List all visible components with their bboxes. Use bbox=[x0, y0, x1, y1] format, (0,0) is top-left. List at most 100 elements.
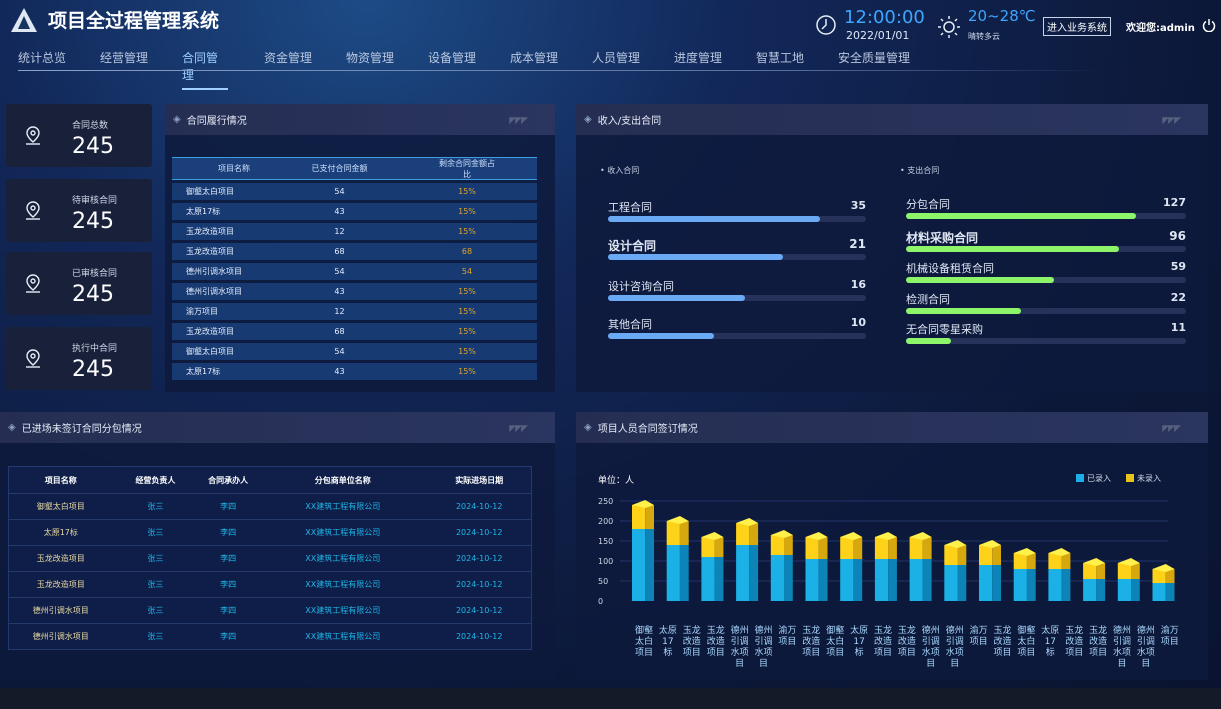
y-tick-label: 150 bbox=[598, 537, 613, 546]
bar-top bbox=[770, 530, 793, 538]
x-tick-label: 御壑太白项目 bbox=[635, 624, 653, 658]
bar-entered[interactable] bbox=[632, 529, 646, 601]
power-icon[interactable] bbox=[1202, 18, 1216, 32]
bar-not-entered[interactable] bbox=[979, 545, 993, 565]
table-row[interactable]: 玉龙改造项目 张三 李四 XX建筑工程有限公司 2024-10-12 bbox=[9, 545, 531, 571]
bar-not-entered-side bbox=[1061, 553, 1071, 569]
progress-track bbox=[906, 308, 1186, 314]
table-cell: 御壑太白项目 bbox=[186, 187, 234, 196]
bar-top bbox=[944, 540, 967, 548]
bar-entered-side bbox=[922, 559, 932, 601]
nav-item[interactable]: 资金管理 bbox=[264, 51, 313, 65]
bar-entered-side bbox=[853, 559, 863, 601]
nav-item[interactable]: 人员管理 bbox=[592, 51, 641, 65]
nav-item[interactable]: 设备管理 bbox=[428, 51, 477, 65]
table-row[interactable]: 玉龙改造项目 68 15% bbox=[172, 323, 537, 340]
table-cell: 15% bbox=[458, 207, 476, 216]
bar-not-entered[interactable] bbox=[909, 537, 923, 559]
table-row[interactable]: 玉龙改造项目 68 68 bbox=[172, 243, 537, 260]
nav-item[interactable]: 经营管理 bbox=[100, 51, 149, 65]
bar-entered-side bbox=[679, 545, 689, 601]
bar-entered[interactable] bbox=[666, 545, 680, 601]
table-row[interactable]: 太原17标 43 15% bbox=[172, 363, 537, 380]
bar-not-entered[interactable] bbox=[1083, 563, 1097, 579]
nav-item[interactable]: 进度管理 bbox=[674, 51, 723, 65]
app-title: 项目全过程管理系统 bbox=[10, 6, 219, 33]
bar-not-entered[interactable] bbox=[632, 505, 646, 529]
x-tick-label: 玉龙改造项目 bbox=[898, 624, 916, 658]
bar-entered[interactable] bbox=[770, 555, 784, 601]
bar-entered[interactable] bbox=[736, 545, 750, 601]
table-row[interactable]: 德州引调水项目 张三 李四 XX建筑工程有限公司 2024-10-12 bbox=[9, 597, 531, 623]
bar-not-entered-side bbox=[888, 537, 897, 559]
bar-entered[interactable] bbox=[979, 565, 993, 601]
bar-not-entered[interactable] bbox=[840, 537, 854, 559]
legend-label[interactable]: 未录入 bbox=[1137, 473, 1161, 483]
x-tick-label: 渝万项目 bbox=[778, 624, 796, 647]
table-row[interactable]: 御壑太白项目 54 15% bbox=[172, 343, 537, 360]
table-row[interactable]: 德州引调水项目 43 15% bbox=[172, 283, 537, 300]
table-row[interactable]: 德州引调水项目 张三 李四 XX建筑工程有限公司 2024-10-12 bbox=[9, 623, 531, 649]
bar-not-entered[interactable] bbox=[770, 535, 784, 555]
bar-not-entered[interactable] bbox=[701, 537, 715, 557]
bar-not-entered[interactable] bbox=[944, 545, 958, 565]
bar-value: 35 bbox=[850, 199, 866, 212]
x-tick-label: 德州引调水项目 bbox=[1137, 624, 1155, 669]
bar-not-entered[interactable] bbox=[805, 537, 819, 559]
bar-not-entered[interactable] bbox=[736, 523, 750, 545]
table-cell: 12 bbox=[334, 307, 345, 316]
bar-entered[interactable] bbox=[1013, 569, 1027, 601]
clock-icon bbox=[816, 15, 836, 35]
bar-not-entered[interactable] bbox=[666, 521, 680, 545]
bar-entered[interactable] bbox=[874, 559, 889, 601]
progress-track bbox=[608, 216, 866, 222]
y-tick-label: 0 bbox=[598, 597, 603, 606]
table-cell: 御壑太白项目 bbox=[36, 502, 85, 511]
bar-entered[interactable] bbox=[1117, 579, 1131, 601]
bar-entered[interactable] bbox=[944, 565, 958, 601]
bar-top bbox=[805, 532, 828, 540]
table-cell: 德州引调水项目 bbox=[186, 287, 242, 296]
table-row[interactable]: 御壑太白项目 张三 李四 XX建筑工程有限公司 2024-10-12 bbox=[9, 493, 531, 519]
stat-card: 待审核合同 245 bbox=[6, 179, 152, 242]
nav-item[interactable]: 安全质量管理 bbox=[838, 51, 911, 65]
table-row[interactable]: 渝万项目 12 15% bbox=[172, 303, 537, 320]
bar-not-entered[interactable] bbox=[1117, 563, 1131, 579]
table-row[interactable]: 御壑太白项目 54 15% bbox=[172, 183, 537, 200]
bar-not-entered[interactable] bbox=[1048, 553, 1062, 569]
bar-not-entered-side bbox=[679, 521, 689, 545]
nav-item[interactable]: 统计总览 bbox=[18, 51, 67, 65]
location-pin-icon bbox=[26, 201, 40, 220]
nav-item[interactable]: 智慧工地 bbox=[756, 51, 805, 65]
enter-business-system-button[interactable]: 进入业务系统 bbox=[1043, 17, 1111, 36]
bar-entered[interactable] bbox=[909, 559, 923, 601]
bar-not-entered[interactable] bbox=[1152, 569, 1166, 583]
bar-entered[interactable] bbox=[805, 559, 819, 601]
bar-entered-side bbox=[957, 565, 967, 601]
table-cell: XX建筑工程有限公司 bbox=[305, 632, 381, 641]
nav-item[interactable]: 合同管理 bbox=[182, 49, 228, 90]
bottom-bar bbox=[0, 688, 1221, 709]
nav-item[interactable]: 物资管理 bbox=[346, 51, 395, 65]
bar-not-entered-side bbox=[749, 523, 759, 545]
bar-entered[interactable] bbox=[1152, 583, 1166, 601]
bar-entered[interactable] bbox=[840, 559, 854, 601]
table-row[interactable]: 德州引调水项目 54 54 bbox=[172, 263, 537, 280]
bar-entered[interactable] bbox=[1083, 579, 1097, 601]
bar-not-entered[interactable] bbox=[874, 537, 889, 559]
table-cell: 德州引调水项目 bbox=[32, 606, 89, 615]
bar-entered[interactable] bbox=[1048, 569, 1062, 601]
nav-item[interactable]: 成本管理 bbox=[510, 51, 559, 65]
table-row[interactable]: 玉龙改造项目 12 15% bbox=[172, 223, 537, 240]
table-row[interactable]: 太原17标 张三 李四 XX建筑工程有限公司 2024-10-12 bbox=[9, 519, 531, 545]
table-row[interactable]: 玉龙改造项目 张三 李四 XX建筑工程有限公司 2024-10-12 bbox=[9, 571, 531, 597]
table-row[interactable]: 太原17标 43 15% bbox=[172, 203, 537, 220]
bar-not-entered[interactable] bbox=[1013, 553, 1027, 569]
legend-label[interactable]: 已录入 bbox=[1087, 474, 1111, 483]
bar-entered[interactable] bbox=[701, 557, 715, 601]
stat-label: 待审核合同 bbox=[72, 196, 118, 206]
table-cell: 68 bbox=[334, 327, 345, 336]
column-header: 经营负责人 bbox=[135, 475, 176, 485]
progress-fill bbox=[906, 213, 1136, 219]
bar-entered-side bbox=[888, 559, 897, 601]
